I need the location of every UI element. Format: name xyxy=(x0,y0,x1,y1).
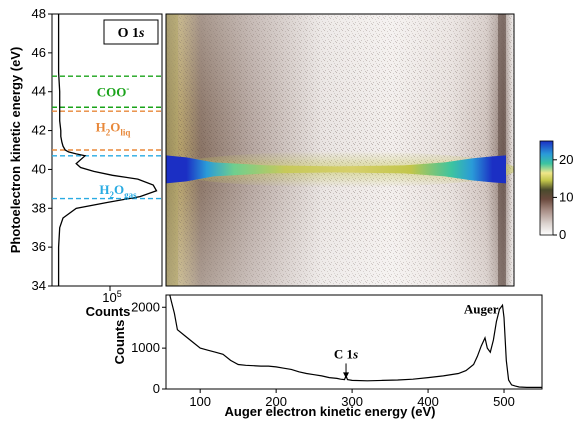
colorbar-tick-label: 10 xyxy=(559,189,573,204)
colorbar-tick-label: 20 xyxy=(559,152,573,167)
left-x-label: Counts xyxy=(86,304,131,319)
left-x-tick-base: 10 xyxy=(102,290,116,305)
left-x-tick-exp: 5 xyxy=(117,289,122,299)
bottom-y-tick-label: 1000 xyxy=(131,340,160,355)
left-y-label: Photoelectron kinetic energy (eV) xyxy=(8,47,23,254)
o1s-label-main: O 1 xyxy=(118,26,139,41)
left-y-tick-label: 46 xyxy=(32,45,46,60)
auger-annotation: Auger xyxy=(464,301,499,316)
heatmap-right-edge xyxy=(498,14,506,286)
heatmap-fade xyxy=(166,14,514,286)
colorbar-tick-label: 0 xyxy=(559,227,566,242)
colorbar-ticks: 0 10 20 xyxy=(553,152,573,242)
bottom-x-tick-label: 200 xyxy=(265,394,287,409)
colorbar: 0 10 20 xyxy=(539,140,573,242)
left-y-tick-label: 34 xyxy=(32,278,46,293)
coo-label-text: COO xyxy=(97,85,127,100)
bottom-x-tick-label: 300 xyxy=(341,394,363,409)
bottom-x-tick-label: 100 xyxy=(189,394,211,409)
bottom-panel: 100 200 300 400 500 0 1000 2000 C 1s Auger Aug… xyxy=(112,294,543,419)
h2o-gas-o: O xyxy=(114,182,124,197)
h2o-gas-label: H2Ogas xyxy=(99,182,137,200)
h2o-liq-label: H2Oliq xyxy=(96,120,131,138)
left-y-tick-label: 48 xyxy=(32,6,46,21)
bottom-x-ticks: 100 200 300 400 500 xyxy=(189,389,515,409)
heatmap-frame xyxy=(165,13,515,287)
region-lines xyxy=(52,75,162,200)
coo-label: COO- xyxy=(97,84,130,100)
c1s-annotation: C 1s xyxy=(334,346,358,361)
bottom-y-tick-label: 2000 xyxy=(131,299,160,314)
coo-label-sup: - xyxy=(126,84,129,94)
c1s-arrowhead xyxy=(343,372,350,379)
left-x-tick-label: 105 xyxy=(102,289,121,305)
o1s-spectrum-line xyxy=(57,14,158,286)
left-y-ticks: 34 36 38 40 42 44 46 48 xyxy=(32,6,52,293)
h2o-liq-sub1: 2 xyxy=(106,128,111,138)
o1s-label-box xyxy=(103,19,159,45)
bottom-x-tick-label: 500 xyxy=(493,394,515,409)
h2o-liq-sub2: liq xyxy=(120,128,130,138)
bottom-plot-frame xyxy=(165,294,543,390)
o1s-label-italic: s xyxy=(138,26,145,41)
heatmap-left-edge xyxy=(166,14,178,286)
c1s-italic: s xyxy=(352,346,358,361)
h2o-gas-sub2: gas xyxy=(124,190,137,200)
bottom-y-ticks: 0 1000 2000 xyxy=(131,299,166,396)
heatmap-band xyxy=(166,155,506,184)
h2o-liq-h: H xyxy=(96,120,106,135)
colorbar-gradient xyxy=(539,140,554,236)
auger-spectrum-line xyxy=(169,294,542,388)
h2o-gas-h: H xyxy=(99,182,109,197)
left-y-tick-label: 42 xyxy=(32,123,46,138)
h2o-gas-sub1: 2 xyxy=(109,190,114,200)
c1s-main: C 1 xyxy=(334,346,353,361)
left-y-tick-label: 44 xyxy=(32,84,46,99)
left-y-tick-label: 38 xyxy=(32,200,46,215)
heatmap-panel xyxy=(165,13,515,287)
bottom-x-tick-label: 400 xyxy=(417,394,439,409)
left-y-tick-label: 36 xyxy=(32,239,46,254)
o1s-label: O 1s xyxy=(118,26,145,41)
bottom-x-label: Auger electron kinetic energy (eV) xyxy=(225,404,436,419)
bottom-y-label: Counts xyxy=(112,320,127,365)
bottom-y-tick-label: 0 xyxy=(153,381,160,396)
h2o-liq-o: O xyxy=(110,120,120,135)
left-y-tick-label: 40 xyxy=(32,161,46,176)
